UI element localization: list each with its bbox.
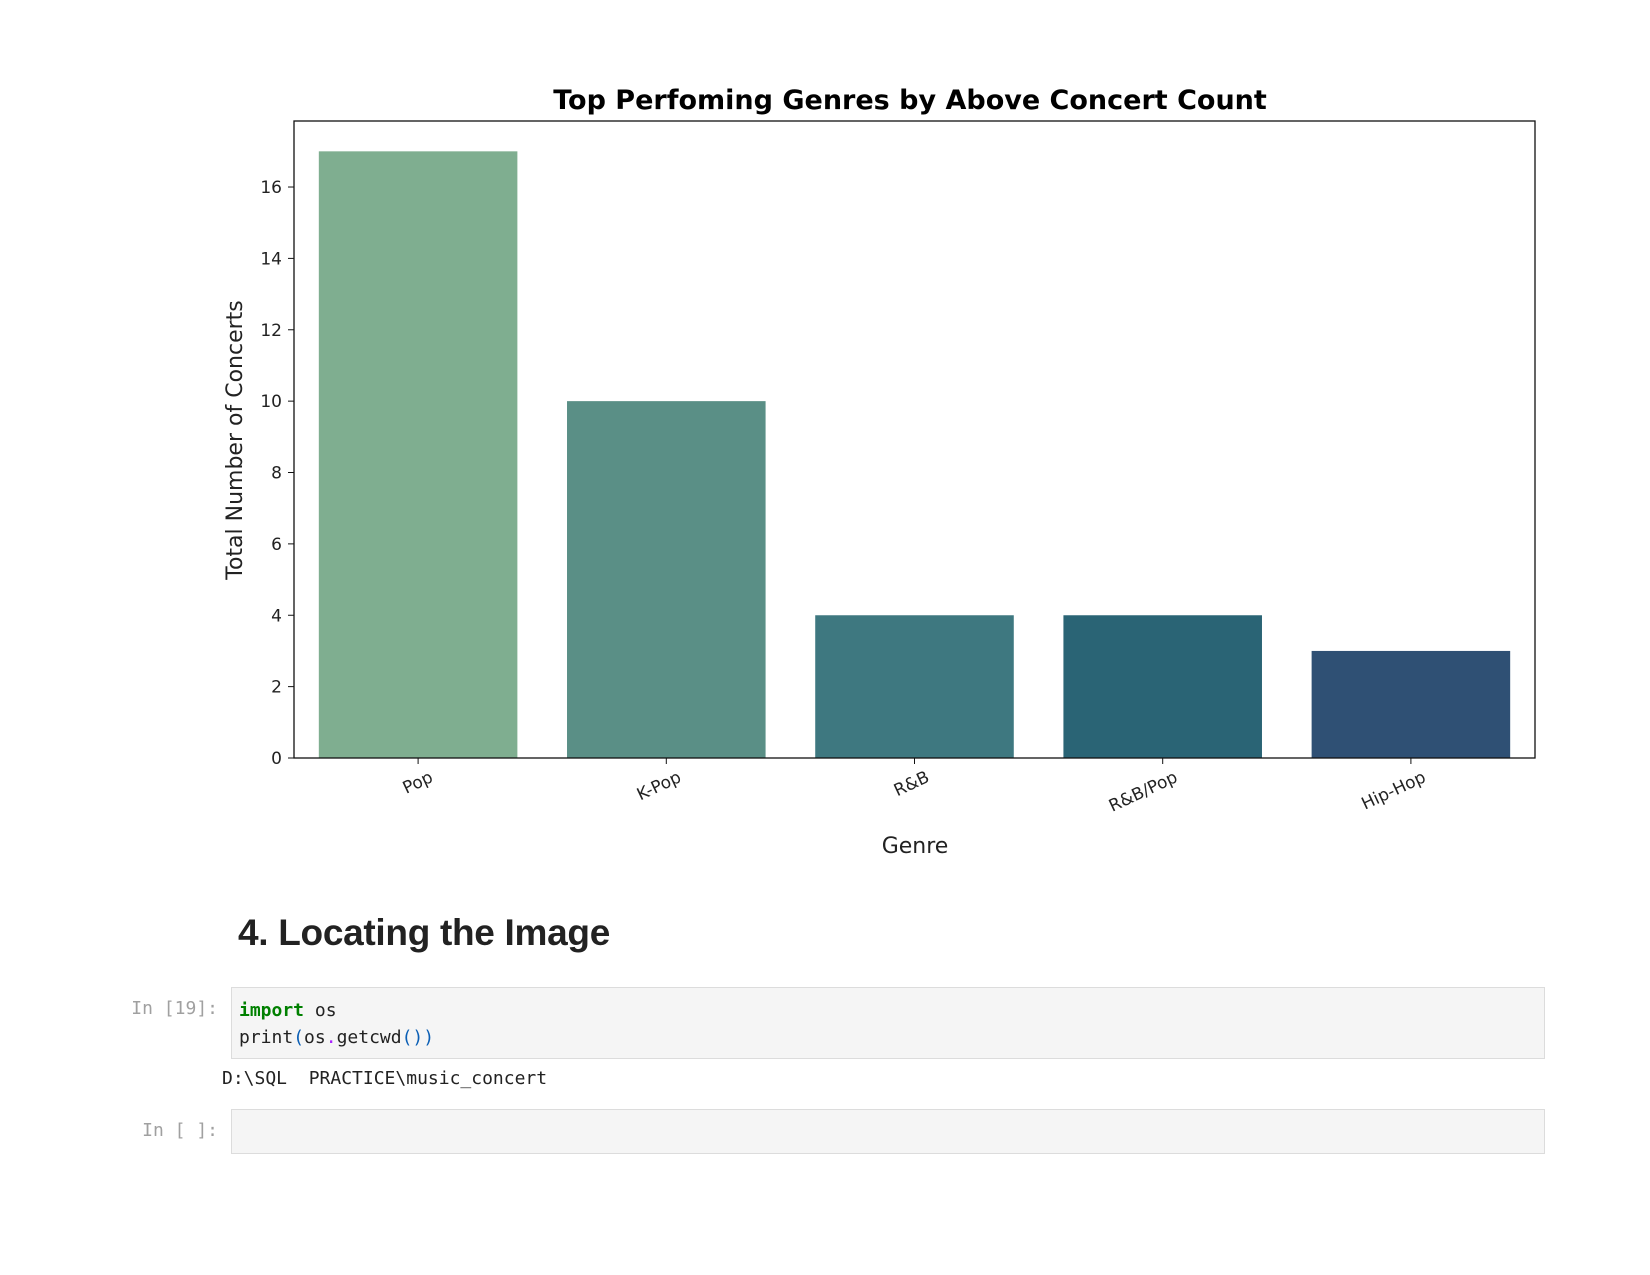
y-tick-label: 0 [271,749,282,769]
empty-code-cell-input[interactable] [231,1109,1545,1154]
bar-k-pop [567,401,766,758]
bar-r-b [815,615,1014,758]
bar-chart: Top Perfoming Genres by Above Concert Co… [223,85,1536,859]
bar-r-b-pop [1063,615,1262,758]
cell-prompt: In [19]: [131,998,218,1019]
x-tick-label: Hip-Hop [1359,767,1429,814]
x-tick-label: R&B/Pop [1106,767,1181,816]
section-heading: 4. Locating the Image [238,912,610,953]
y-tick-label: 2 [271,678,282,698]
code-cell-input[interactable]: import os print(os.getcwd()) [231,987,1545,1059]
bar-hip-hop [1311,650,1511,758]
cell-prompt-empty: In [ ]: [142,1120,218,1141]
y-axis-label: Total Number of Concerts [223,300,248,580]
cell-output: D:\SQL PRACTICE\music_concert [222,1068,548,1089]
chart-title: Top Perfoming Genres by Above Concert Co… [553,85,1267,116]
y-tick-label: 6 [271,535,282,555]
code-close-parens: ()) [401,1027,435,1048]
x-tick-label: K-Pop [634,767,684,805]
x-tick-label: R&B [891,767,933,801]
y-tick-label: 14 [260,249,282,269]
code-text: import os print(os.getcwd()) [232,988,1544,1060]
code-method-getcwd: getcwd [336,1027,402,1048]
code-dot: . [325,1027,337,1048]
x-tick-label: Pop [400,767,436,798]
bar-pop [318,151,518,759]
y-tick-label: 8 [271,464,282,484]
code-obj-os: os [304,1027,326,1048]
y-tick-label: 16 [260,178,282,198]
code-import-target: os [304,1000,337,1021]
code-keyword-import: import [239,1000,305,1021]
code-open-paren: ( [293,1027,305,1048]
code-func-print: print [239,1027,294,1048]
y-tick-label: 12 [260,321,282,341]
plot-frame [293,120,1536,759]
y-tick-label: 4 [271,606,282,626]
y-tick-label: 10 [260,392,282,412]
x-axis-label: Genre [882,834,949,859]
